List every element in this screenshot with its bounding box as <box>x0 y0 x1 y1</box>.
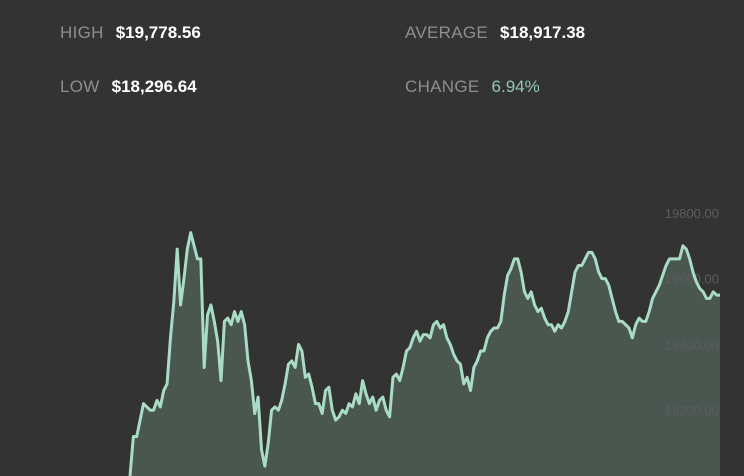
stat-low: LOW $18,296.64 <box>60 77 197 97</box>
high-label: HIGH <box>60 23 104 42</box>
high-value: $19,778.56 <box>115 23 201 42</box>
average-value: $18,917.38 <box>500 23 586 42</box>
y-tick-label: 19200.00 <box>665 403 719 418</box>
y-tick-label: 19800.00 <box>665 206 719 221</box>
y-tick-label: 19600.00 <box>665 272 719 287</box>
low-label: LOW <box>60 77 100 96</box>
stat-high: HIGH $19,778.56 <box>60 23 201 43</box>
price-line <box>128 231 720 476</box>
change-label: CHANGE <box>405 77 480 96</box>
average-label: AVERAGE <box>405 23 489 42</box>
stat-average: AVERAGE $18,917.38 <box>405 23 585 43</box>
y-tick-label: 19400.00 <box>665 337 719 352</box>
change-value: 6.94% <box>491 77 540 96</box>
low-value: $18,296.64 <box>111 77 197 96</box>
stats-panel: HIGH $19,778.56 LOW $18,296.64 AVERAGE $… <box>0 0 744 120</box>
stat-change: CHANGE 6.94% <box>405 77 540 97</box>
